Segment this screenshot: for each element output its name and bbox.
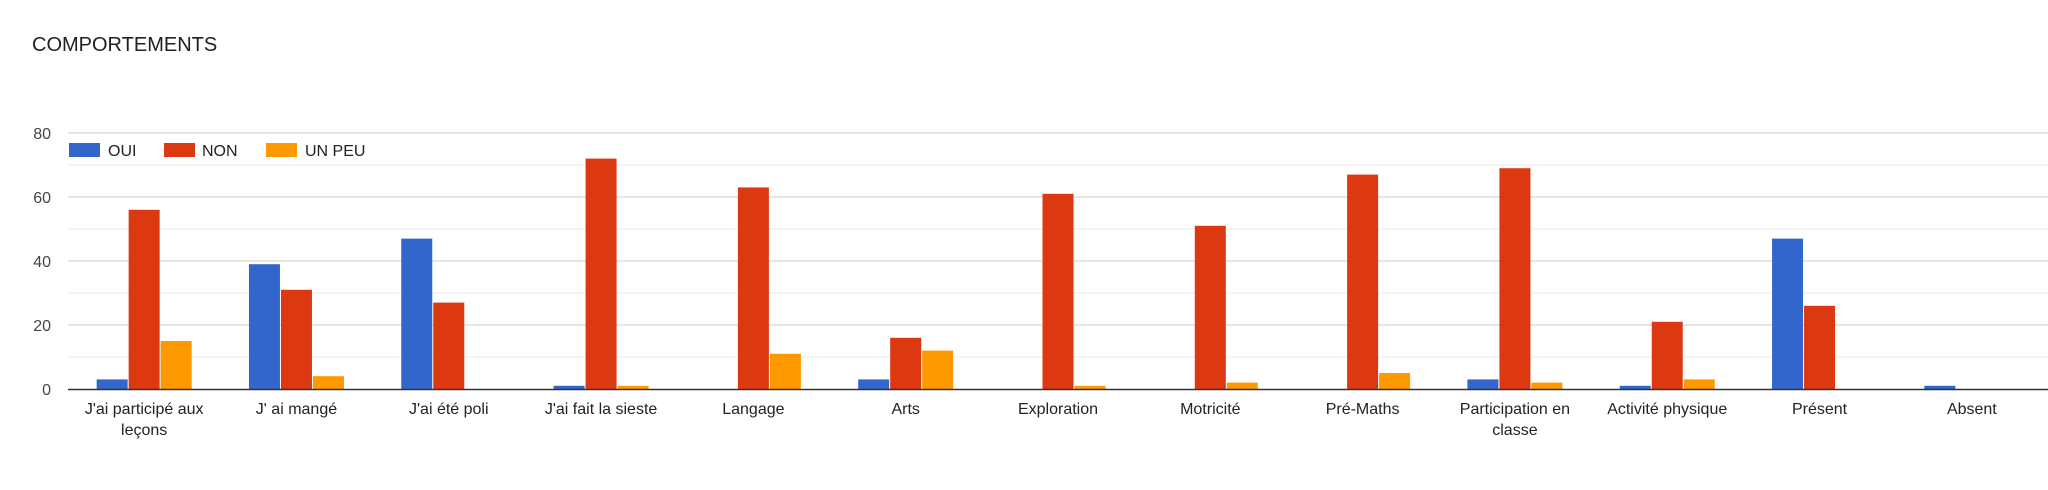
bar-non bbox=[280, 289, 312, 389]
bar-oui bbox=[248, 264, 280, 389]
x-tick-label: Motricité bbox=[1180, 401, 1241, 418]
bar-oui bbox=[1772, 238, 1804, 389]
x-tick-label-line: J'ai fait la sieste bbox=[545, 401, 658, 418]
bar-oui bbox=[858, 379, 890, 389]
bar-un-peu bbox=[312, 376, 344, 389]
bar-oui bbox=[1619, 385, 1651, 389]
bar-non bbox=[1347, 174, 1379, 389]
bar-non bbox=[1651, 321, 1683, 389]
bar-non bbox=[433, 302, 465, 389]
bar-non bbox=[1499, 168, 1531, 389]
x-tick-label: J'ai été poli bbox=[409, 401, 489, 418]
bar-oui bbox=[401, 238, 433, 389]
x-tick-label: J'ai participé aux leçons bbox=[85, 401, 204, 439]
x-tick-label-line: classe bbox=[1492, 422, 1537, 439]
legend: OUI NON UN PEU bbox=[69, 143, 365, 160]
bar-non bbox=[737, 187, 769, 389]
x-tick-label-line: Exploration bbox=[1018, 401, 1098, 418]
axes: 0 20 40 60 80 J'ai participé aux leçons J' ai m… bbox=[33, 126, 2048, 439]
x-tick-label: Activité physique bbox=[1607, 401, 1727, 418]
x-tick-label-line: Absent bbox=[1947, 401, 1997, 418]
x-tick-label: J' ai mangé bbox=[256, 401, 337, 418]
bar-non bbox=[128, 209, 160, 389]
bar-oui bbox=[96, 379, 128, 389]
bar-non bbox=[1194, 225, 1226, 389]
x-tick-label-line: Participation en bbox=[1460, 401, 1570, 418]
x-tick-label: J'ai fait la sieste bbox=[545, 401, 658, 418]
x-tick-label-line: Arts bbox=[891, 401, 919, 418]
bar-un-peu bbox=[1226, 382, 1258, 389]
x-tick-label-line: Activité physique bbox=[1607, 401, 1727, 418]
bar-un-peu bbox=[617, 385, 649, 389]
x-tick-label-line: J'ai participé aux bbox=[85, 401, 204, 418]
x-tick-label-line: leçons bbox=[121, 422, 167, 439]
y-tick-label: 60 bbox=[33, 190, 51, 207]
bar-un-peu bbox=[1379, 373, 1411, 389]
x-tick-label-line: Motricité bbox=[1180, 401, 1241, 418]
legend-label: UN PEU bbox=[305, 143, 365, 160]
legend-swatch-oui bbox=[69, 143, 100, 157]
bar-un-peu bbox=[1531, 382, 1563, 389]
y-tick-label: 0 bbox=[42, 382, 51, 399]
bar-non bbox=[585, 158, 617, 389]
x-tick-label-line: J'ai été poli bbox=[409, 401, 489, 418]
x-tick-label-line: Présent bbox=[1792, 401, 1848, 418]
y-tick-label: 20 bbox=[33, 318, 51, 335]
x-tick-label: Présent bbox=[1792, 401, 1848, 418]
x-tick-label: Langage bbox=[722, 401, 784, 418]
legend-swatch-un-peu bbox=[266, 143, 297, 157]
bar-un-peu bbox=[769, 353, 801, 389]
bars bbox=[96, 158, 1956, 389]
x-tick-label: Participation en classe bbox=[1460, 401, 1570, 439]
bar-oui bbox=[1924, 385, 1956, 389]
x-tick-label: Exploration bbox=[1018, 401, 1098, 418]
bar-un-peu bbox=[160, 341, 192, 389]
chart-title: COMPORTEMENTS bbox=[32, 34, 218, 56]
x-tick-label-line: Langage bbox=[722, 401, 784, 418]
bar-oui bbox=[553, 385, 585, 389]
x-tick-label: Absent bbox=[1947, 401, 1997, 418]
x-tick-label-line: J' ai mangé bbox=[256, 401, 337, 418]
legend-swatch-non bbox=[164, 143, 195, 157]
legend-label: OUI bbox=[108, 143, 136, 160]
y-tick-label: 80 bbox=[33, 126, 51, 143]
x-tick-label-line: Pré-Maths bbox=[1326, 401, 1400, 418]
x-tick-label: Arts bbox=[891, 401, 919, 418]
y-tick-label: 40 bbox=[33, 254, 51, 271]
bar-un-peu bbox=[1683, 379, 1715, 389]
bar-non bbox=[1804, 305, 1836, 389]
bar-non bbox=[890, 337, 922, 389]
bar-non bbox=[1042, 193, 1074, 389]
legend-label: NON bbox=[202, 143, 238, 160]
bar-oui bbox=[1467, 379, 1499, 389]
bar-un-peu bbox=[1074, 385, 1106, 389]
x-tick-label: Pré-Maths bbox=[1326, 401, 1400, 418]
bar-un-peu bbox=[922, 350, 954, 389]
